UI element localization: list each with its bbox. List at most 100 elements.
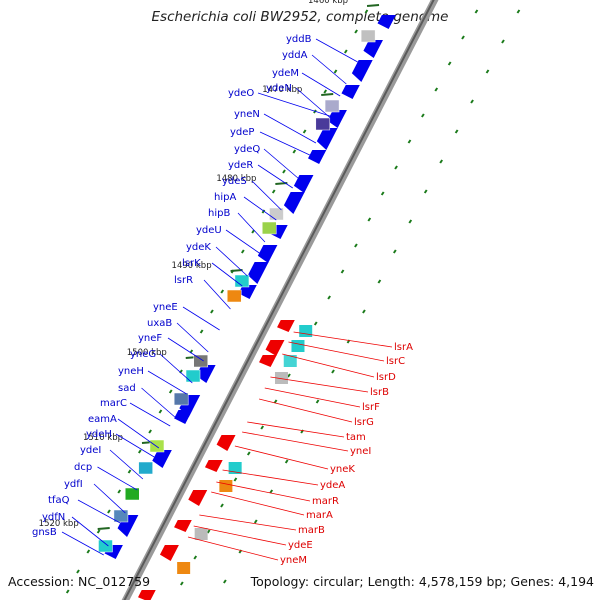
cog-block [261, 221, 277, 235]
gene-label-right: yneK [330, 464, 355, 475]
forward-gene-arrow [341, 85, 360, 99]
gc-skew-outer-mark [313, 321, 318, 326]
gc-skew-outer-mark [394, 165, 398, 170]
gene-label-right: ydeE [288, 540, 313, 551]
gc-skew-inner-mark [127, 469, 132, 474]
gene-label-left: yneN [234, 109, 260, 120]
kbp-tick-label: 1480 kbp [216, 174, 256, 184]
gc-skew-inner-mark [364, 9, 369, 14]
gene-connector-right [264, 387, 361, 408]
gene-connector-left [176, 322, 209, 353]
gc-skew-inner-mark [240, 249, 245, 254]
gene-connector-left [97, 466, 138, 491]
gene-label-left: ydeH [86, 429, 112, 440]
cog-block-reverse [274, 372, 288, 384]
gc-content-mark [501, 39, 505, 44]
gene-connector-left [259, 131, 310, 156]
forward-gene-arrow [363, 40, 383, 58]
gene-label-left: uxaB [147, 318, 172, 329]
kbp-tick-label: 1500 kbp [127, 348, 167, 358]
cog-block [234, 274, 250, 288]
gc-content-mark [454, 129, 459, 134]
gene-connector-left [263, 148, 299, 179]
gene-label-left: sad [118, 383, 136, 394]
gc-skew-outer-mark [206, 529, 211, 534]
gene-connector-left [215, 246, 248, 277]
cog-block-reverse [228, 462, 242, 474]
reverse-gene-arrow [159, 545, 179, 561]
reverse-gene-arrow [174, 520, 192, 532]
gene-label-right: lsrC [386, 356, 405, 367]
gene-label-right: lsrA [394, 342, 413, 353]
gene-connector-right [293, 331, 393, 348]
gene-connector-left [225, 229, 260, 254]
kbp-tick [97, 527, 110, 530]
kbp-tick-label: 1470 kbp [262, 85, 302, 95]
gene-connector-right [211, 491, 305, 516]
gene-connector-left [257, 164, 293, 189]
gene-connector-right [258, 398, 353, 423]
kbp-tick-label: 1520 kbp [39, 519, 79, 529]
gene-connector-left [115, 433, 155, 458]
gc-skew-inner-mark [220, 289, 225, 294]
reverse-gene-arrow [259, 355, 277, 367]
gc-skew-outer-mark [421, 113, 425, 118]
gc-content-mark [439, 159, 444, 164]
gc-skew-inner-mark [168, 389, 173, 394]
gene-connector-left [295, 87, 330, 118]
cog-block [138, 461, 153, 475]
gc-skew-inner-mark [354, 29, 358, 34]
gene-connector-left [147, 370, 187, 395]
gc-skew-inner-mark [199, 329, 204, 334]
topology-text: Topology: circular; Length: 4,578,159 bp… [250, 574, 594, 589]
gc-content-mark [253, 519, 258, 524]
forward-gene-arrow [174, 410, 193, 424]
gene-connector-left [167, 337, 204, 362]
cog-block [173, 392, 189, 406]
gene-label-left: tfaQ [48, 495, 70, 506]
gene-connector-right [242, 431, 349, 452]
gene-label-left: yneF [138, 333, 162, 344]
reverse-gene-arrow [265, 340, 285, 356]
gc-skew-outer-mark [380, 191, 385, 196]
gene-connector-left [257, 92, 330, 117]
gc-skew-inner-mark [271, 189, 276, 194]
gc-skew-outer-mark [461, 35, 465, 40]
gc-skew-inner-mark [210, 309, 214, 314]
gene-connector-right [216, 481, 311, 502]
kbp-tick-label: 1490 kbp [172, 261, 212, 271]
backbone-line [123, 0, 435, 600]
gc-content-mark [315, 399, 320, 404]
cog-block-reverse [219, 480, 233, 492]
gene-connector-left [71, 516, 109, 547]
gene-connector-right [187, 536, 279, 561]
gc-content-mark [485, 69, 490, 74]
gene-connector-left [109, 449, 144, 480]
gc-skew-inner-mark [86, 549, 91, 554]
reverse-gene-arrow [188, 490, 208, 506]
gene-label-left: ydeN [266, 83, 292, 94]
gene-connector-right [193, 525, 287, 546]
cog-block [324, 99, 340, 113]
gene-label-left: lsrR [174, 275, 193, 286]
gene-connector-left [203, 279, 231, 310]
gene-label-left: ydeQ [234, 144, 260, 155]
gc-skew-inner-mark [148, 429, 152, 434]
gc-skew-outer-mark [340, 269, 345, 274]
gene-label-right: yneI [350, 446, 371, 457]
gene-connector-left [211, 262, 243, 287]
gc-skew-outer-mark [287, 373, 291, 378]
gc-skew-inner-mark [282, 169, 286, 174]
forward-gene-arrow [283, 192, 305, 214]
gene-label-right: ydeA [320, 480, 345, 491]
gc-skew-outer-mark [367, 217, 372, 222]
gc-skew-outer-mark [447, 61, 452, 66]
gene-connector-left [117, 418, 160, 449]
cog-block [98, 539, 113, 553]
gene-connector-left [251, 180, 282, 211]
gene-label-left: ydeI [80, 445, 101, 456]
gene-connector-left [243, 196, 277, 221]
gene-connector-left [263, 113, 317, 144]
